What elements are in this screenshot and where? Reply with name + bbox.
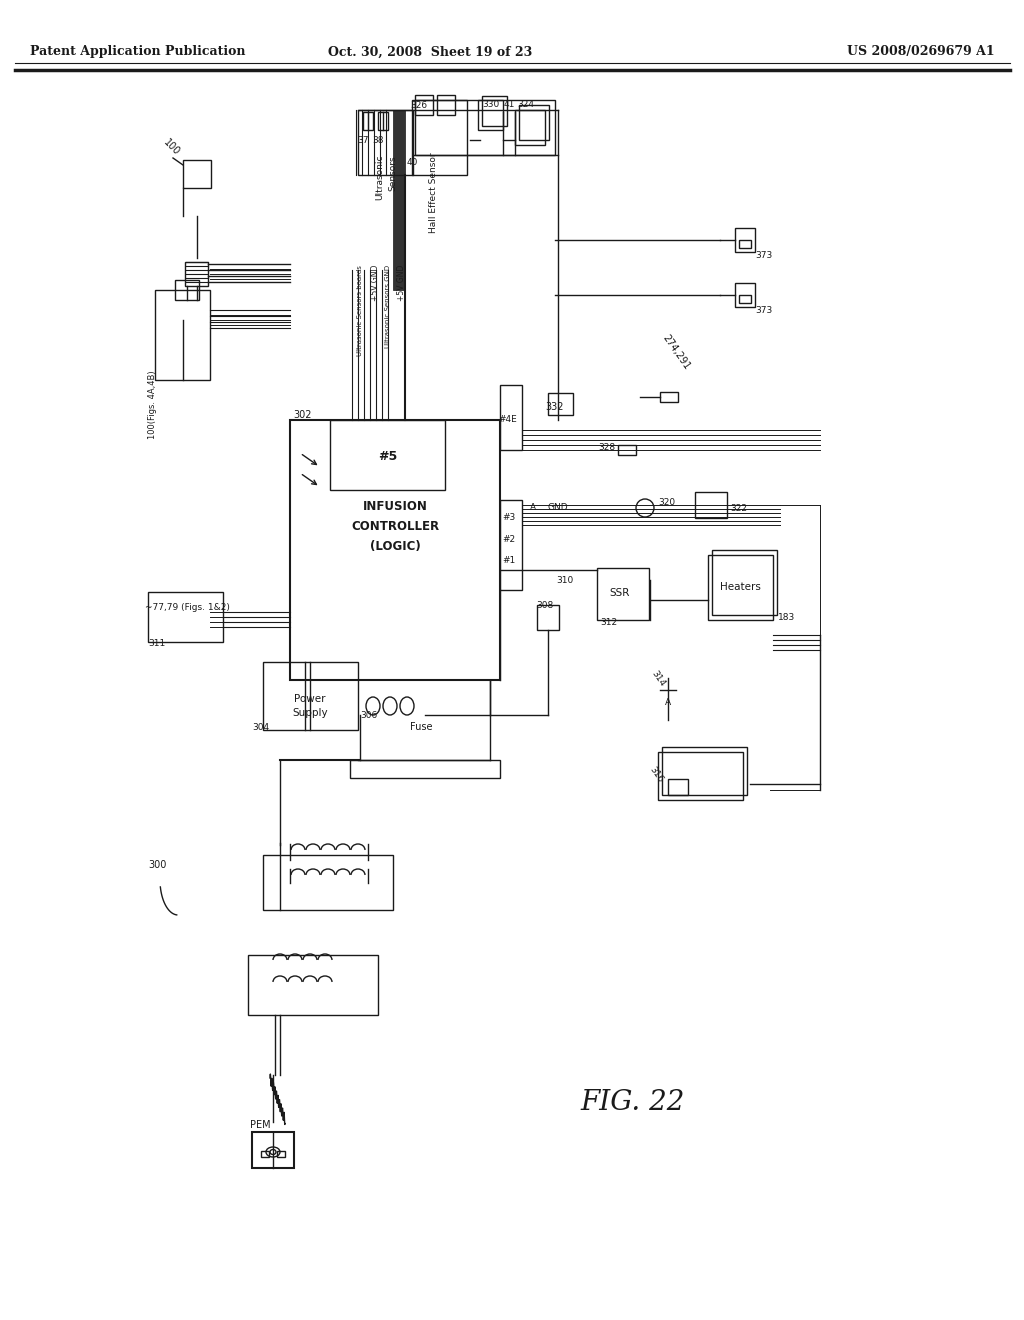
Bar bbox=[148, 591, 223, 642]
Bar bbox=[155, 290, 210, 380]
Text: Oct. 30, 2008  Sheet 19 of 23: Oct. 30, 2008 Sheet 19 of 23 bbox=[328, 45, 532, 58]
Text: 38: 38 bbox=[372, 136, 384, 145]
Text: +5V GND: +5V GND bbox=[396, 265, 406, 301]
Text: 100: 100 bbox=[162, 137, 182, 157]
Bar bbox=[735, 228, 755, 252]
Bar bbox=[330, 420, 445, 490]
Text: 274,291: 274,291 bbox=[660, 333, 691, 372]
Bar bbox=[739, 294, 751, 304]
Text: 314: 314 bbox=[650, 669, 668, 688]
Bar bbox=[290, 420, 500, 680]
Text: 183: 183 bbox=[778, 612, 796, 622]
Bar bbox=[660, 392, 678, 403]
Text: 304: 304 bbox=[252, 723, 269, 733]
Text: 312: 312 bbox=[600, 618, 617, 627]
Bar bbox=[350, 760, 500, 777]
Text: 308: 308 bbox=[536, 601, 553, 610]
Bar bbox=[437, 95, 455, 115]
Text: 328: 328 bbox=[598, 444, 615, 451]
Text: 332: 332 bbox=[545, 403, 563, 412]
Text: #1: #1 bbox=[502, 556, 515, 565]
Bar bbox=[708, 554, 773, 620]
Bar bbox=[519, 106, 549, 140]
Text: US 2008/0269679 A1: US 2008/0269679 A1 bbox=[848, 45, 995, 58]
Text: 37: 37 bbox=[357, 136, 369, 145]
Bar bbox=[548, 393, 573, 414]
Text: FIG. 22: FIG. 22 bbox=[580, 1089, 684, 1115]
Bar bbox=[378, 112, 388, 129]
Bar bbox=[735, 282, 755, 308]
Bar bbox=[362, 112, 373, 129]
Bar bbox=[412, 100, 467, 176]
Text: GND: GND bbox=[548, 503, 568, 512]
Text: 41: 41 bbox=[504, 100, 515, 110]
Text: #2: #2 bbox=[502, 535, 515, 544]
Bar bbox=[695, 492, 727, 517]
Text: ~77,79 (Figs. 1&2): ~77,79 (Figs. 1&2) bbox=[145, 603, 229, 612]
Text: 324: 324 bbox=[517, 100, 534, 110]
Bar bbox=[183, 160, 211, 187]
Text: Patent Application Publication: Patent Application Publication bbox=[30, 45, 246, 58]
Text: Supply: Supply bbox=[292, 708, 328, 718]
Text: (LOGIC): (LOGIC) bbox=[370, 540, 421, 553]
Bar bbox=[261, 1151, 269, 1158]
Text: 100(Figs. 4A,4B): 100(Figs. 4A,4B) bbox=[148, 370, 157, 438]
Text: Ultrasonic Sensors GND: Ultrasonic Sensors GND bbox=[385, 265, 391, 348]
Bar bbox=[668, 779, 688, 795]
Text: +5V GND: +5V GND bbox=[371, 265, 380, 301]
Text: Ultrasonic: Ultrasonic bbox=[376, 154, 384, 201]
Bar bbox=[739, 240, 751, 248]
Bar bbox=[263, 663, 358, 730]
Text: 306: 306 bbox=[360, 711, 377, 719]
Bar bbox=[482, 96, 507, 125]
Text: 316: 316 bbox=[648, 764, 666, 784]
Text: 326: 326 bbox=[410, 102, 427, 110]
Text: SSR: SSR bbox=[610, 587, 630, 598]
Text: 373: 373 bbox=[755, 306, 772, 315]
Text: #5: #5 bbox=[379, 450, 397, 463]
Bar bbox=[500, 500, 522, 590]
Bar bbox=[185, 261, 208, 286]
Text: INFUSION: INFUSION bbox=[362, 500, 427, 513]
Text: A: A bbox=[665, 698, 671, 708]
Text: 330: 330 bbox=[482, 100, 500, 110]
Text: 311: 311 bbox=[148, 639, 165, 648]
Text: 40: 40 bbox=[407, 158, 419, 168]
Bar bbox=[662, 747, 746, 795]
Text: Hall Effect Sensor: Hall Effect Sensor bbox=[429, 152, 438, 232]
Text: #3: #3 bbox=[502, 513, 515, 521]
Text: A: A bbox=[530, 503, 537, 512]
Bar bbox=[252, 1133, 294, 1168]
Bar bbox=[500, 385, 522, 450]
Text: 300: 300 bbox=[148, 861, 166, 870]
Text: Ultrasonic Sensors boards: Ultrasonic Sensors boards bbox=[357, 265, 362, 356]
Text: 320: 320 bbox=[658, 498, 675, 507]
Bar bbox=[478, 100, 503, 129]
Bar bbox=[248, 954, 378, 1015]
Bar bbox=[393, 110, 406, 290]
Bar bbox=[278, 1151, 285, 1158]
Bar bbox=[658, 752, 743, 800]
Text: #4E: #4E bbox=[498, 414, 517, 424]
Text: 310: 310 bbox=[556, 576, 573, 585]
Bar bbox=[358, 110, 413, 176]
Bar bbox=[415, 100, 555, 154]
Text: 302: 302 bbox=[293, 411, 311, 420]
Bar bbox=[597, 568, 649, 620]
Text: CONTROLLER: CONTROLLER bbox=[351, 520, 439, 533]
Text: PEM: PEM bbox=[250, 1119, 270, 1130]
Bar bbox=[415, 95, 433, 115]
Bar bbox=[515, 110, 545, 145]
Bar bbox=[712, 550, 777, 615]
Text: Sensors: Sensors bbox=[388, 154, 397, 190]
Bar bbox=[263, 855, 393, 909]
Text: 322: 322 bbox=[730, 504, 746, 513]
Bar bbox=[537, 605, 559, 630]
Text: Power: Power bbox=[294, 694, 326, 704]
Text: Heaters: Heaters bbox=[720, 582, 761, 591]
Text: 373: 373 bbox=[755, 251, 772, 260]
Bar bbox=[175, 280, 199, 300]
Bar bbox=[618, 445, 636, 455]
Text: Fuse: Fuse bbox=[410, 722, 432, 733]
